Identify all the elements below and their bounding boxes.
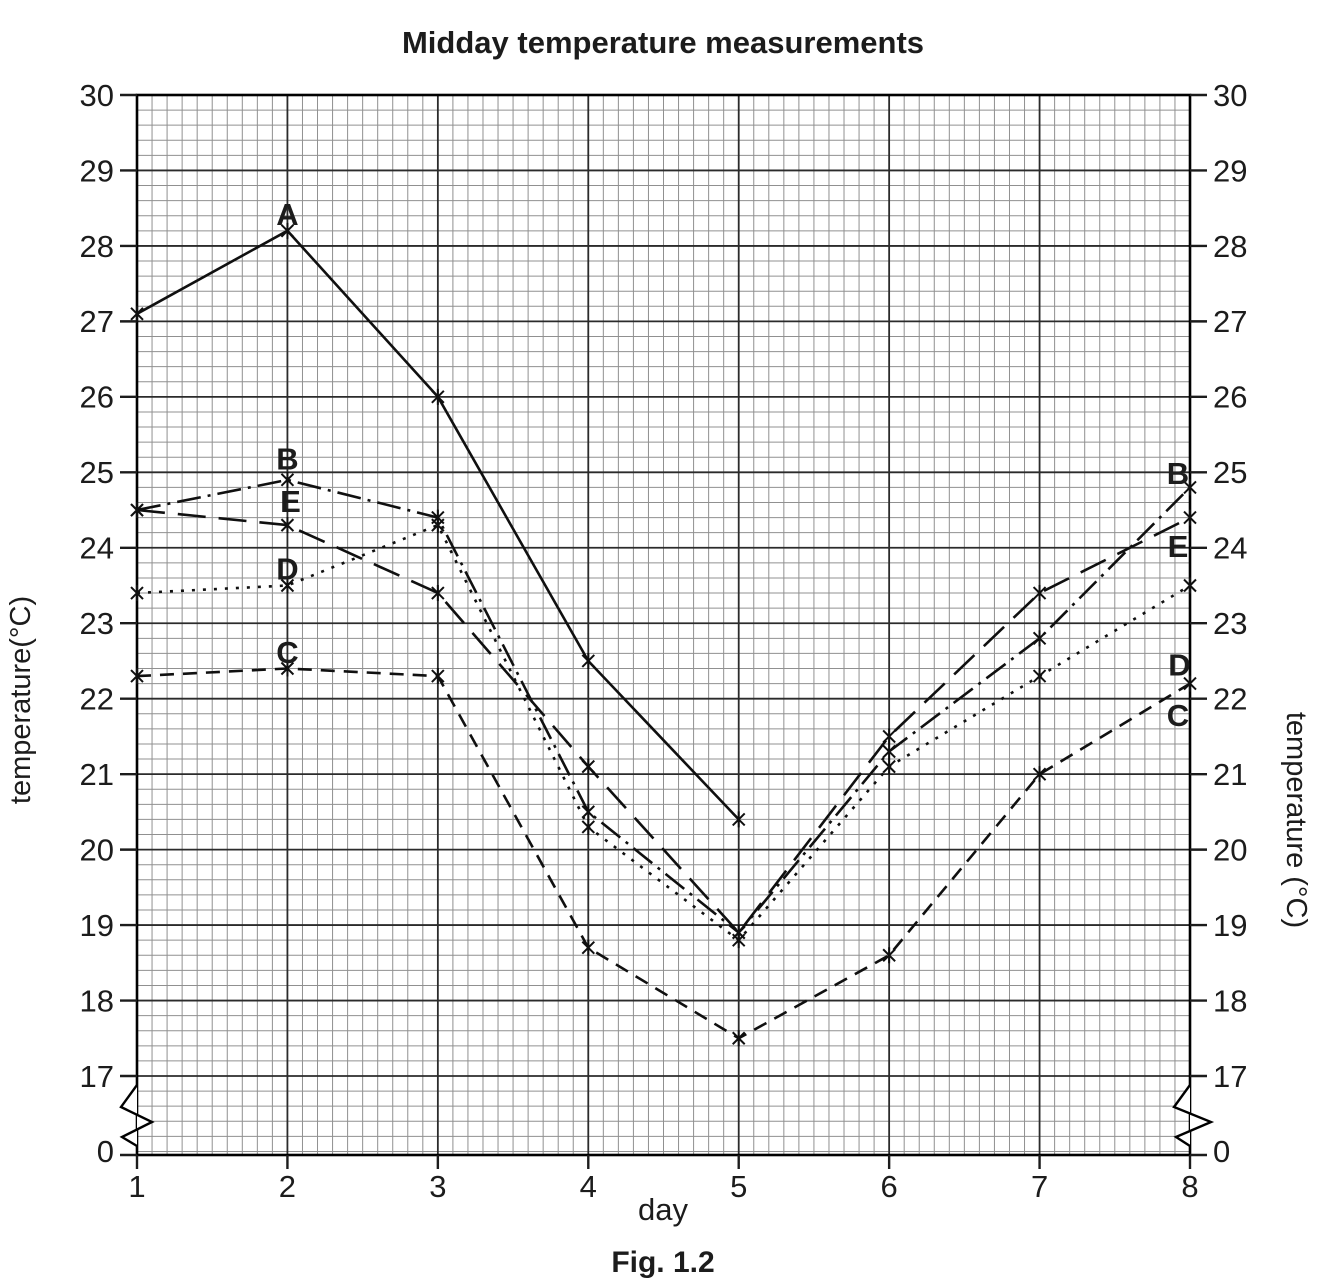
data-marker-E [130, 502, 144, 519]
data-marker-D [280, 577, 295, 594]
y-tick-label-left: 20 [80, 832, 114, 867]
figure-caption: Fig. 1.2 [611, 1246, 714, 1279]
data-marker-A [581, 652, 595, 669]
data-marker-B [882, 743, 896, 760]
x-tick-label: 1 [128, 1169, 145, 1204]
data-marker-B [581, 803, 595, 820]
y-axis-label-left: temperature(°C) [5, 596, 37, 804]
y-tick-label-left: 18 [80, 983, 114, 1018]
y-axis-label-right: temperature (°C) [1280, 712, 1312, 928]
data-marker-E [280, 517, 295, 534]
x-axis-label: day [638, 1192, 688, 1227]
y-tick-label-left: 24 [80, 531, 114, 566]
y-tick-label-right: 29 [1213, 153, 1247, 188]
series-line-B [136, 478, 1191, 935]
data-marker-B [1183, 479, 1197, 496]
data-marker-C [280, 660, 295, 677]
y-tick-label-left: 30 [80, 78, 114, 113]
y-tick-label-right: 27 [1213, 304, 1247, 339]
y-tick-label-left: 21 [80, 757, 114, 792]
y-tick-label-right: 24 [1213, 531, 1247, 566]
data-marker-D [882, 758, 896, 775]
axis-break-right [1172, 1084, 1215, 1148]
chart-title: Midday temperature measurements [402, 25, 924, 60]
y-tick-label-right: 17 [1213, 1059, 1247, 1094]
data-marker-C [431, 668, 445, 685]
y-tick-label-left: 25 [80, 455, 114, 490]
series-line-C [136, 667, 1191, 1040]
series-line-D [136, 523, 1191, 942]
series-label-B: B [276, 442, 298, 477]
data-marker-D [581, 818, 595, 835]
x-tick-label: 2 [279, 1169, 296, 1204]
x-tick-label: 8 [1181, 1169, 1198, 1204]
data-marker-E [882, 728, 896, 745]
y-tick-label-right: 18 [1213, 983, 1247, 1018]
data-marker-C [581, 939, 595, 956]
data-marker-A [130, 305, 144, 322]
marker-layer [130, 222, 1197, 1047]
data-marker-C [1032, 766, 1047, 783]
data-marker-E [1032, 585, 1047, 602]
y-tick-label-right: 21 [1213, 757, 1247, 792]
y-zero-label-left: 0 [97, 1134, 114, 1169]
x-tick-label: 4 [580, 1169, 597, 1204]
data-marker-E [732, 924, 746, 941]
y-tick-label-right: 19 [1213, 908, 1247, 943]
data-marker-E [431, 585, 445, 602]
y-tick-label-right: 23 [1213, 606, 1247, 641]
y-tick-label-left: 19 [80, 908, 114, 943]
y-tick-label-left: 22 [80, 682, 114, 717]
y-tick-label-left: 28 [80, 229, 114, 264]
series-line-E [136, 508, 1191, 935]
data-marker-C [1183, 675, 1197, 692]
data-marker-B [280, 471, 295, 488]
data-marker-A [431, 388, 445, 405]
data-marker-A [280, 222, 295, 239]
y-tick-label-right: 22 [1213, 682, 1247, 717]
series-label-D: D [1168, 648, 1190, 683]
data-marker-A [732, 811, 746, 828]
y-tick-label-right: 26 [1213, 380, 1247, 415]
x-tick-label: 7 [1031, 1169, 1048, 1204]
y-zero-label-right: 0 [1213, 1134, 1230, 1169]
data-marker-D [1032, 668, 1047, 685]
data-marker-C [732, 1030, 746, 1047]
axis-break-left [119, 1084, 155, 1148]
data-marker-D [1183, 577, 1197, 594]
data-marker-B [1032, 630, 1047, 647]
series-label-E: E [1168, 529, 1189, 564]
axis-break-left-mask [121, 1085, 152, 1146]
data-marker-E [581, 758, 595, 775]
grid-layer [135, 93, 1192, 1157]
series-label-E: E [280, 484, 301, 519]
x-tick-label: 6 [881, 1169, 898, 1204]
y-tick-label-left: 17 [80, 1059, 114, 1094]
series-label-D: D [276, 552, 298, 587]
x-tick-label: 3 [429, 1169, 446, 1204]
y-tick-label-left: 23 [80, 606, 114, 641]
y-tick-label-right: 28 [1213, 229, 1247, 264]
data-marker-D [130, 585, 144, 602]
y-tick-label-left: 26 [80, 380, 114, 415]
data-marker-C [130, 668, 144, 685]
series-label-C: C [1167, 698, 1189, 733]
series-label-A: A [276, 197, 298, 232]
x-tick-label: 5 [730, 1169, 747, 1204]
y-tick-label-left: 27 [80, 304, 114, 339]
series-label-C: C [276, 635, 298, 670]
y-tick-label-right: 20 [1213, 832, 1247, 867]
y-tick-label-right: 25 [1213, 455, 1247, 490]
data-marker-D [431, 517, 445, 534]
series-label-B: B [1167, 456, 1189, 491]
y-tick-label-left: 29 [80, 153, 114, 188]
data-marker-E [1183, 509, 1197, 526]
data-marker-C [882, 947, 896, 964]
plot-border [135, 93, 1192, 1157]
y-tick-label-right: 30 [1213, 78, 1247, 113]
